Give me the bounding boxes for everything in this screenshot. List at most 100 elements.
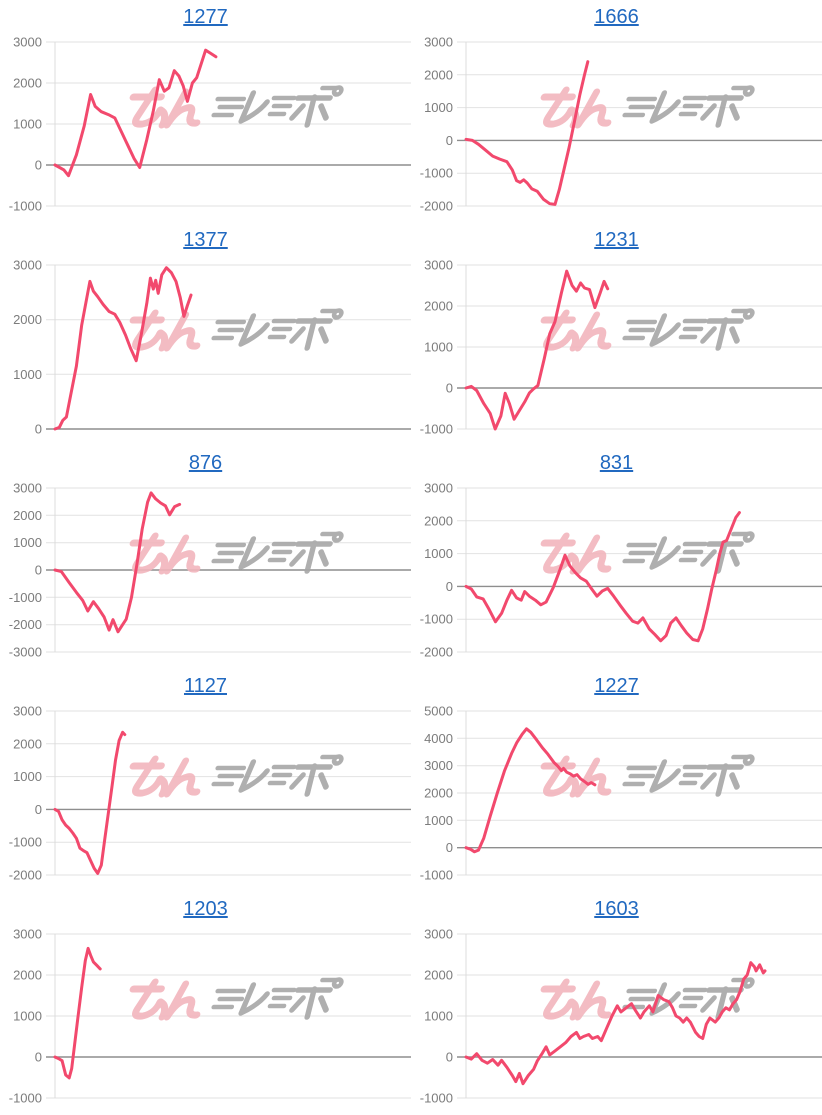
y-tick-label: 1000 — [13, 367, 42, 382]
y-tick-label: 2000 — [13, 508, 42, 523]
y-tick-label: 2000 — [13, 76, 42, 91]
y-tick-label: -1000 — [420, 1091, 453, 1106]
chart-plot-area: 3000 2000 1000 0 -1000 -2000 — [0, 703, 411, 889]
data-series-line — [53, 946, 102, 1080]
chart-title-link[interactable]: 1377 — [183, 229, 228, 251]
chart-title-link[interactable]: 1127 — [183, 675, 227, 697]
data-series-line — [464, 961, 767, 1086]
machine-graph-cell: 1666 3000 2000 1000 0 -1000 -2000 — [411, 0, 822, 223]
chart-title-link[interactable]: 876 — [188, 452, 223, 474]
site-watermark-icon — [129, 754, 344, 798]
chart-title-link[interactable]: 1277 — [183, 6, 228, 28]
chart-title-link[interactable]: 1603 — [594, 898, 639, 920]
site-watermark-icon — [129, 308, 344, 352]
y-tick-label: 3000 — [424, 258, 453, 273]
chart-title-row: 1227 — [411, 669, 822, 703]
y-tick-label: 1000 — [13, 117, 42, 132]
y-tick-label: 0 — [35, 563, 42, 578]
y-tick-label: 2000 — [424, 968, 453, 983]
chart-title-link[interactable]: 1203 — [183, 898, 228, 920]
site-watermark-icon — [129, 85, 344, 129]
y-tick-label: 0 — [446, 840, 453, 855]
y-tick-label: -2000 — [9, 868, 42, 883]
chart-title-link[interactable]: 1666 — [594, 6, 639, 28]
y-tick-label: 2000 — [13, 312, 42, 327]
chart-plot-area: 3000 2000 1000 0 -1000 -2000 — [411, 34, 822, 220]
line-chart: 3000 2000 1000 0 -1000 — [9, 35, 411, 214]
data-series-line — [464, 511, 741, 643]
y-tick-label: 2000 — [13, 736, 42, 751]
y-tick-label: -1000 — [9, 1091, 42, 1106]
chart-title-row: 1603 — [411, 892, 822, 926]
chart-plot-area: 3000 2000 1000 0 -1000 -2000 — [411, 480, 822, 666]
data-series-line — [53, 48, 218, 178]
y-tick-label: 2000 — [13, 968, 42, 983]
chart-title-link[interactable]: 1231 — [594, 229, 639, 251]
chart-plot-area: 3000 2000 1000 0 -1000 — [0, 34, 411, 220]
y-tick-label: -1000 — [9, 835, 42, 850]
y-tick-label: 0 — [35, 802, 42, 817]
data-series-line — [464, 727, 597, 854]
y-tick-label: 0 — [446, 381, 453, 396]
chart-title-row: 1377 — [0, 223, 411, 257]
y-tick-label: 1000 — [424, 813, 453, 828]
y-tick-label: -1000 — [420, 422, 453, 437]
y-tick-label: 3000 — [424, 758, 453, 773]
data-series-line — [53, 730, 127, 875]
y-tick-label: 3000 — [424, 481, 453, 496]
y-tick-label: 0 — [35, 1050, 42, 1065]
chart-plot-area: 3000 2000 1000 0 — [0, 257, 411, 443]
line-chart: 3000 2000 1000 0 -1000 — [9, 927, 411, 1106]
site-watermark-icon — [540, 85, 755, 129]
y-tick-label: 1000 — [13, 535, 42, 550]
machine-graph-cell: 1231 3000 2000 1000 0 -1000 — [411, 223, 822, 446]
y-tick-label: -3000 — [9, 645, 42, 660]
y-tick-label: -2000 — [420, 645, 453, 660]
y-tick-label: 3000 — [13, 481, 42, 496]
chart-title-link[interactable]: 1227 — [594, 675, 639, 697]
machine-graph-cell: 831 3000 2000 1000 0 -1000 -2000 — [411, 446, 822, 669]
machine-graph-cell: 876 3000 2000 1000 0 -1000 -2000 -3000 — [0, 446, 411, 669]
machine-graph-cell: 1603 3000 2000 1000 0 -1000 — [411, 892, 822, 1115]
chart-plot-area: 3000 2000 1000 0 -1000 — [411, 926, 822, 1112]
y-tick-label: 0 — [446, 133, 453, 148]
y-tick-label: 1000 — [13, 1009, 42, 1024]
y-tick-label: 3000 — [13, 35, 42, 50]
chart-title-row: 1231 — [411, 223, 822, 257]
line-chart: 3000 2000 1000 0 -1000 -2000 — [420, 35, 822, 214]
machine-graph-cell: 1227 5000 4000 3000 2000 1000 0 -1000 — [411, 669, 822, 892]
y-tick-label: 3000 — [13, 258, 42, 273]
y-tick-label: 5000 — [424, 704, 453, 719]
y-tick-label: -1000 — [420, 612, 453, 627]
machine-graph-cell: 1377 3000 2000 1000 0 — [0, 223, 411, 446]
line-chart: 3000 2000 1000 0 -1000 — [420, 927, 822, 1106]
chart-title-row: 1127 — [0, 669, 411, 703]
y-tick-label: -1000 — [9, 199, 42, 214]
y-tick-label: 3000 — [13, 927, 42, 942]
line-chart: 3000 2000 1000 0 -1000 -2000 — [420, 481, 822, 660]
y-tick-label: -2000 — [9, 617, 42, 632]
data-series-line — [53, 266, 193, 431]
line-chart: 3000 2000 1000 0 -1000 -2000 -3000 — [9, 481, 411, 660]
y-tick-label: 0 — [446, 1050, 453, 1065]
y-tick-label: 0 — [35, 158, 42, 173]
machine-graph-cell: 1277 3000 2000 1000 0 -1000 — [0, 0, 411, 223]
y-tick-label: -1000 — [420, 166, 453, 181]
y-tick-label: 0 — [35, 422, 42, 437]
chart-title-row: 1666 — [411, 0, 822, 34]
line-chart: 3000 2000 1000 0 -1000 — [420, 258, 822, 437]
site-watermark-icon — [540, 308, 755, 352]
chart-title-link[interactable]: 831 — [599, 452, 634, 474]
chart-title-row: 831 — [411, 446, 822, 480]
y-tick-label: 2000 — [424, 299, 453, 314]
y-tick-label: 2000 — [424, 67, 453, 82]
site-watermark-icon — [129, 977, 344, 1021]
chart-title-row: 1203 — [0, 892, 411, 926]
y-tick-label: 4000 — [424, 731, 453, 746]
y-tick-label: 0 — [446, 579, 453, 594]
machine-graph-cell: 1203 3000 2000 1000 0 -1000 — [0, 892, 411, 1115]
chart-plot-area: 3000 2000 1000 0 -1000 — [411, 257, 822, 443]
y-tick-label: 1000 — [424, 340, 453, 355]
y-tick-label: -1000 — [420, 868, 453, 883]
